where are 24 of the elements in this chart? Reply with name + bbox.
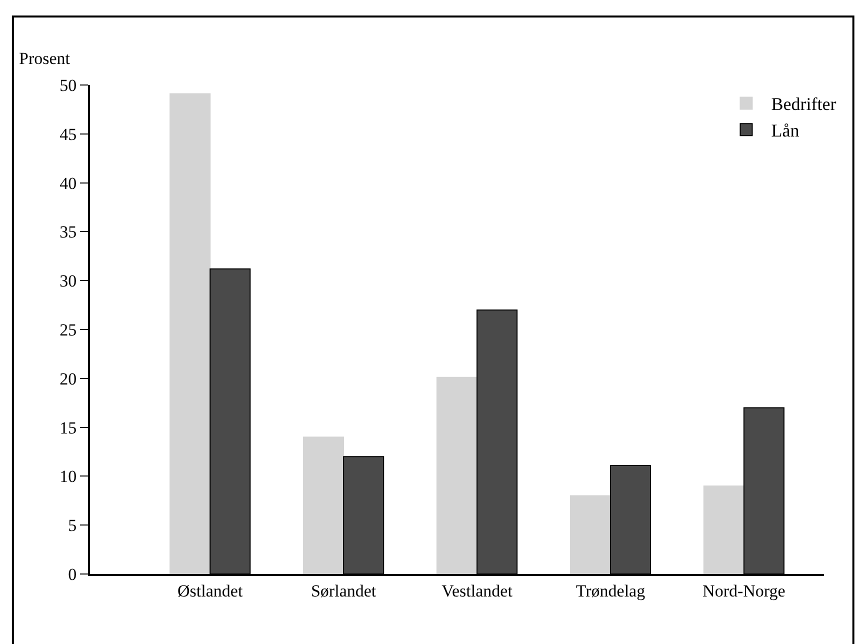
- y-tick-label: 25: [60, 320, 77, 340]
- y-tick-label: 50: [60, 76, 77, 95]
- y-tick-label: 30: [60, 272, 77, 291]
- bar: [703, 485, 744, 574]
- x-tick-label: Vestlandet: [442, 581, 513, 600]
- legend-label: Lån: [771, 120, 800, 141]
- y-tick-label: 0: [68, 564, 77, 584]
- legend-label: Bedrifter: [771, 94, 836, 114]
- y-tick-label: 10: [60, 467, 77, 486]
- bar: [170, 93, 211, 574]
- y-tick-label: 40: [60, 174, 77, 193]
- y-tick-label: 5: [68, 516, 77, 536]
- y-axis-title: Prosent: [19, 49, 70, 68]
- x-tick-label: Trøndelag: [576, 581, 646, 600]
- bar: [570, 495, 611, 574]
- x-tick-label: Østlandet: [178, 581, 243, 600]
- y-tick-label: 45: [60, 124, 77, 144]
- y-tick-label: 20: [60, 369, 77, 388]
- bar: [303, 436, 344, 574]
- bar: [436, 376, 478, 574]
- x-tick-label: Nord-Norge: [702, 581, 786, 600]
- x-tick-label: Sørlandet: [310, 581, 376, 600]
- y-tick-label: 35: [60, 222, 77, 242]
- y-tick-label: 15: [60, 418, 77, 438]
